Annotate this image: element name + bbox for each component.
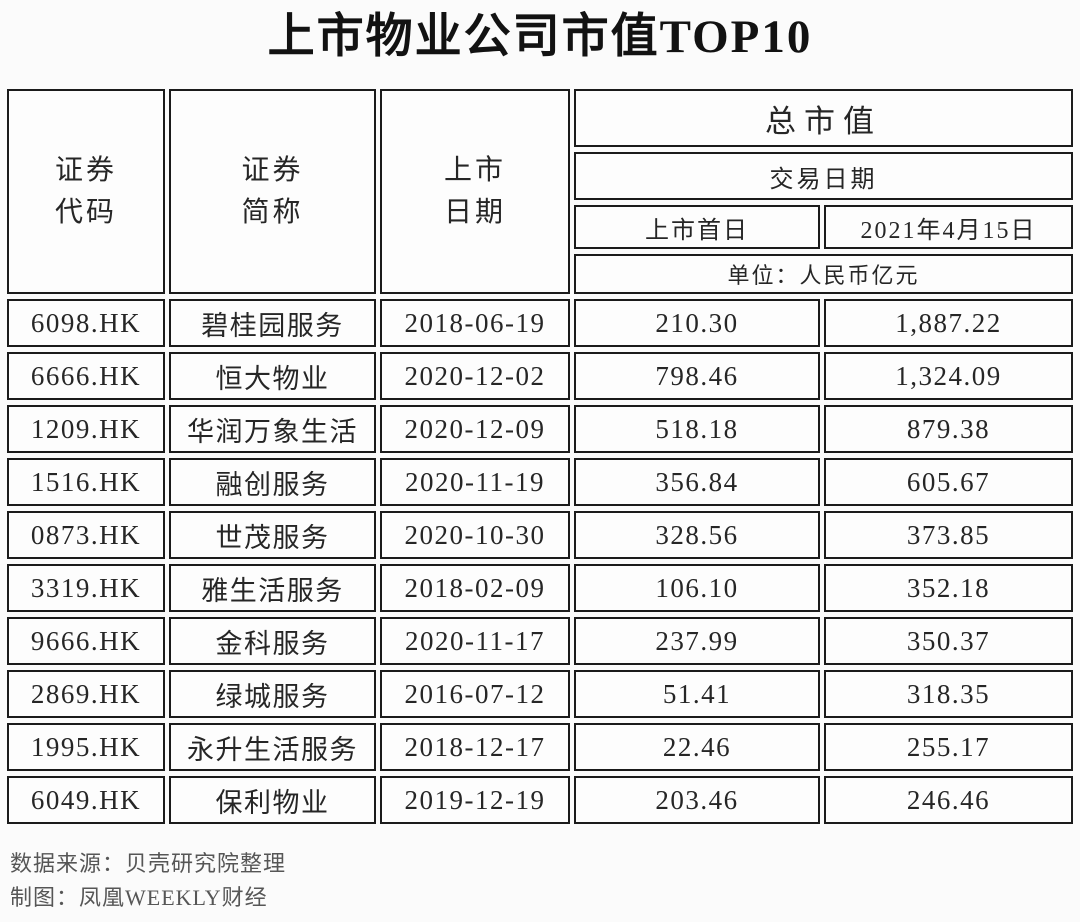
col-header-unit: 单位：人民币亿元: [574, 254, 1073, 294]
cell-cap-20210415: 605.67: [824, 458, 1073, 506]
cell-name: 华润万象生活: [169, 405, 376, 453]
cell-code: 1516.HK: [7, 458, 165, 506]
cell-name: 永升生活服务: [169, 723, 376, 771]
cell-code: 6666.HK: [7, 352, 165, 400]
table-row: 9666.HK 金科服务 2020-11-17 237.99 350.37: [7, 617, 1073, 665]
cell-name: 融创服务: [169, 458, 376, 506]
col-header-asof-date: 2021年4月15日: [824, 205, 1073, 249]
cell-list-date: 2020-11-19: [380, 458, 570, 506]
table-row: 1209.HK 华润万象生活 2020-12-09 518.18 879.38: [7, 405, 1073, 453]
cell-code: 1209.HK: [7, 405, 165, 453]
footer: 数据来源：贝壳研究院整理 制图：凤凰WEEKLY财经: [10, 847, 1080, 915]
cell-list-date: 2019-12-19: [380, 776, 570, 824]
table-row: 6666.HK 恒大物业 2020-12-02 798.46 1,324.09: [7, 352, 1073, 400]
cell-first-day-cap: 237.99: [574, 617, 820, 665]
cell-list-date: 2018-02-09: [380, 564, 570, 612]
cell-list-date: 2020-12-09: [380, 405, 570, 453]
cell-first-day-cap: 328.56: [574, 511, 820, 559]
data-source-note: 数据来源：贝壳研究院整理: [10, 851, 287, 876]
col-header-list-date: 上市 日期: [380, 89, 570, 294]
col-header-first-day: 上市首日: [574, 205, 820, 249]
cell-cap-20210415: 318.35: [824, 670, 1073, 718]
cell-first-day-cap: 106.10: [574, 564, 820, 612]
cell-cap-20210415: 255.17: [824, 723, 1073, 771]
table-row: 6098.HK 碧桂园服务 2018-06-19 210.30 1,887.22: [7, 299, 1073, 347]
cell-first-day-cap: 51.41: [574, 670, 820, 718]
cell-first-day-cap: 798.46: [574, 352, 820, 400]
cell-first-day-cap: 22.46: [574, 723, 820, 771]
cell-code: 0873.HK: [7, 511, 165, 559]
cell-name: 碧桂园服务: [169, 299, 376, 347]
cell-name: 世茂服务: [169, 511, 376, 559]
table-row: 0873.HK 世茂服务 2020-10-30 328.56 373.85: [7, 511, 1073, 559]
cell-list-date: 2018-12-17: [380, 723, 570, 771]
cell-code: 9666.HK: [7, 617, 165, 665]
cell-list-date: 2018-06-19: [380, 299, 570, 347]
col-header-total-cap: 总市值: [574, 89, 1073, 147]
col-header-trade-date: 交易日期: [574, 152, 1073, 200]
page-title: 上市物业公司市值TOP10: [267, 11, 813, 63]
col-header-code: 证券 代码: [7, 89, 165, 294]
cell-first-day-cap: 518.18: [574, 405, 820, 453]
cell-code: 6098.HK: [7, 299, 165, 347]
table-body: 6098.HK 碧桂园服务 2018-06-19 210.30 1,887.22…: [7, 299, 1073, 824]
cell-code: 1995.HK: [7, 723, 165, 771]
cell-first-day-cap: 203.46: [574, 776, 820, 824]
cell-list-date: 2016-07-12: [380, 670, 570, 718]
cell-code: 6049.HK: [7, 776, 165, 824]
cell-name: 绿城服务: [169, 670, 376, 718]
table-row: 1995.HK 永升生活服务 2018-12-17 22.46 255.17: [7, 723, 1073, 771]
cell-cap-20210415: 350.37: [824, 617, 1073, 665]
cell-cap-20210415: 246.46: [824, 776, 1073, 824]
cell-cap-20210415: 1,887.22: [824, 299, 1073, 347]
cell-cap-20210415: 1,324.09: [824, 352, 1073, 400]
cell-cap-20210415: 373.85: [824, 511, 1073, 559]
cell-list-date: 2020-12-02: [380, 352, 570, 400]
table-row: 1516.HK 融创服务 2020-11-19 356.84 605.67: [7, 458, 1073, 506]
table-header: 证券 代码 证券 简称 上市 日期 总市值 交易日期 上市首日 2021年4月1…: [7, 89, 1073, 294]
cell-list-date: 2020-10-30: [380, 511, 570, 559]
cell-cap-20210415: 879.38: [824, 405, 1073, 453]
cell-name: 保利物业: [169, 776, 376, 824]
cell-cap-20210415: 352.18: [824, 564, 1073, 612]
credit-note: 制图：凤凰WEEKLY财经: [10, 885, 268, 911]
cell-list-date: 2020-11-17: [380, 617, 570, 665]
cell-name: 雅生活服务: [169, 564, 376, 612]
cell-name: 金科服务: [169, 617, 376, 665]
cell-code: 3319.HK: [7, 564, 165, 612]
cell-first-day-cap: 210.30: [574, 299, 820, 347]
table-row: 6049.HK 保利物业 2019-12-19 203.46 246.46: [7, 776, 1073, 824]
cell-first-day-cap: 356.84: [574, 458, 820, 506]
col-header-name: 证券 简称: [169, 89, 376, 294]
cell-name: 恒大物业: [169, 352, 376, 400]
table-row: 2869.HK 绿城服务 2016-07-12 51.41 318.35: [7, 670, 1073, 718]
market-cap-table: 证券 代码 证券 简称 上市 日期 总市值 交易日期 上市首日 2021年4月1…: [3, 84, 1077, 829]
table-row: 3319.HK 雅生活服务 2018-02-09 106.10 352.18: [7, 564, 1073, 612]
cell-code: 2869.HK: [7, 670, 165, 718]
